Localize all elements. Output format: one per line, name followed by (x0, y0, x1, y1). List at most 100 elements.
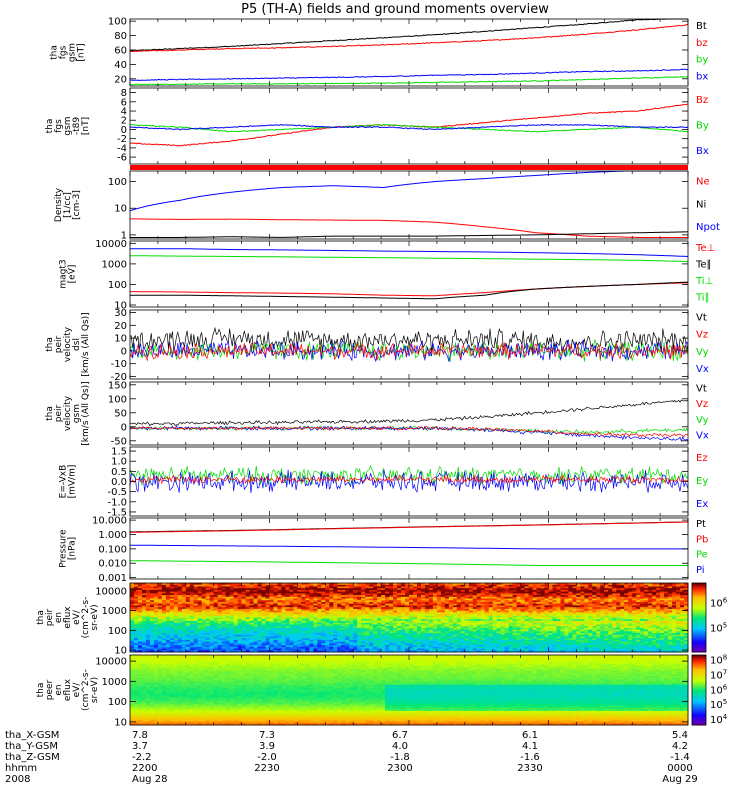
heatmap-cell (253, 620, 258, 624)
heatmap-cell (337, 601, 342, 605)
heatmap-cell (130, 650, 135, 653)
heatmap-cell (205, 641, 211, 644)
heatmap-cell (205, 619, 211, 622)
heatmap-cell (512, 631, 518, 634)
heatmap-cell (405, 593, 410, 596)
heatmap-cell (197, 648, 203, 651)
heatmap-cell (245, 589, 250, 593)
heatmap-cell (185, 600, 191, 603)
heatmap-cell (157, 617, 163, 620)
heatmap-cell (130, 595, 135, 598)
heatmap-cell (424, 603, 430, 606)
heatmap-cell (209, 584, 215, 587)
heatmap-cell (420, 648, 426, 651)
heatmap-cell (293, 615, 298, 618)
heatmap-cell (488, 595, 494, 598)
heatmap-cell (289, 603, 294, 606)
heatmap-cell (145, 619, 151, 622)
heatmap-cell (512, 601, 518, 605)
heatmap-cell (472, 626, 478, 629)
heatmap-cell (185, 608, 191, 612)
heatmap-cell (261, 607, 266, 610)
heatmap-cell (313, 620, 318, 624)
heatmap-cell (145, 584, 151, 587)
heatmap-cell (349, 622, 354, 625)
heatmap-cell (397, 639, 402, 643)
heatmap-cell (488, 624, 494, 627)
heatmap-cell (241, 631, 246, 634)
heatmap-cell (253, 648, 258, 651)
heatmap-cell (341, 633, 346, 636)
heatmap-cell (253, 626, 258, 629)
heatmap-cell (245, 646, 250, 649)
heatmap-cell (357, 614, 362, 617)
heatmap-cell (305, 639, 310, 643)
heatmap-cell (528, 595, 533, 598)
heatmap-cell (464, 612, 470, 615)
heatmap-cell (357, 633, 362, 636)
heatmap-cell (524, 605, 529, 608)
heatmap-cell (528, 624, 533, 627)
figure-title: P5 (TH-A) fields and ground moments over… (241, 2, 549, 17)
heatmap-cell (373, 605, 378, 608)
heatmap-cell (560, 589, 565, 593)
heatmap-cell (512, 600, 518, 603)
heatmap-cell (393, 595, 398, 598)
heatmap-cell (205, 598, 211, 601)
heatmap-cell (516, 648, 521, 651)
heatmap-cell (177, 631, 183, 634)
heatmap-cell (369, 627, 374, 630)
heatmap-cell (333, 605, 338, 608)
heatmap-cell (432, 646, 438, 649)
heatmap-cell (329, 603, 334, 606)
heatmap-cell (381, 622, 386, 625)
heatmap-cell (130, 636, 135, 639)
heatmap-cell (440, 598, 446, 601)
heatmap-cell (161, 589, 167, 593)
heatmap-cell (452, 636, 458, 639)
heatmap-cell (301, 650, 306, 653)
heatmap-cell (133, 586, 139, 589)
heatmap-cell (253, 629, 258, 632)
heatmap-cell (189, 622, 195, 625)
heatmap-cell (385, 643, 390, 646)
heatmap-cell (548, 639, 553, 643)
heatmap-cell (480, 583, 486, 586)
heatmap-cell (512, 643, 518, 646)
heatmap-cell (257, 595, 262, 598)
heatmap-cell (229, 639, 235, 643)
heatmap-cell (241, 624, 246, 627)
heatmap-cell (365, 588, 370, 591)
heatmap-cell (452, 584, 458, 587)
heatmap-cell (233, 595, 239, 598)
heatmap-cell (544, 626, 549, 629)
heatmap-cell (205, 605, 211, 608)
heatmap-cell (516, 638, 521, 641)
heatmap-cell (341, 645, 346, 648)
heatmap-cell (261, 584, 266, 587)
heatmap-cell (448, 622, 454, 625)
heatmap-cell (341, 620, 346, 624)
heatmap-cell (173, 629, 179, 632)
heatmap-cell (309, 607, 314, 610)
heatmap-cell (508, 610, 514, 613)
heatmap-cell (424, 622, 430, 625)
y-axis-label-line: E=-VxB (59, 465, 69, 499)
heatmap-cell (317, 639, 322, 643)
heatmap-cell (213, 626, 219, 629)
heatmap-cell (297, 650, 302, 653)
heatmap-cell (349, 603, 354, 606)
heatmap-cell (321, 629, 326, 632)
heatmap-cell (193, 612, 199, 615)
heatmap-cell (285, 603, 290, 606)
heatmap-cell (409, 598, 414, 601)
heatmap-cell (432, 596, 438, 599)
heatmap-cell (145, 643, 151, 646)
heatmap-cell (568, 617, 573, 620)
heatmap-cell (500, 584, 506, 587)
heatmap-cell (209, 622, 215, 625)
heatmap-cell (432, 607, 438, 610)
heatmap-cell (209, 601, 215, 605)
heatmap-cell (153, 627, 159, 630)
heatmap-cell (556, 629, 561, 632)
